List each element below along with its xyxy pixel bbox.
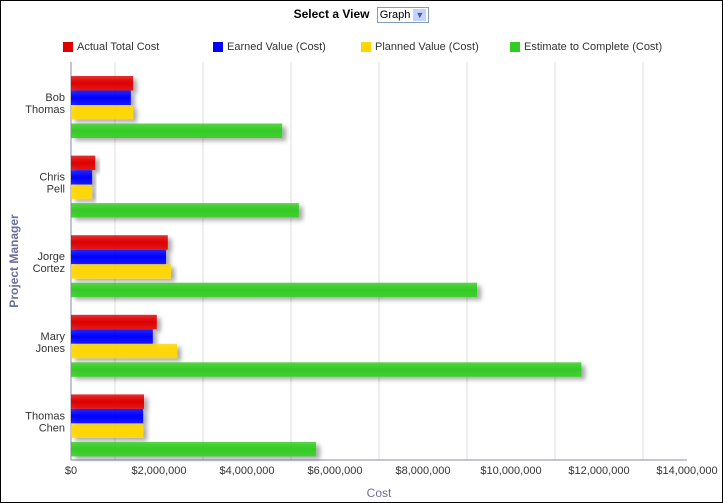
bar (71, 123, 283, 138)
category-label: Bob (45, 92, 65, 104)
legend-label: Planned Value (Cost) (375, 41, 479, 53)
bar (71, 343, 178, 359)
category-label: Jones (36, 343, 66, 355)
category-label: Pell (47, 184, 65, 196)
legend-swatch (63, 42, 73, 52)
bar (71, 90, 131, 105)
x-tick-label: $8,000,000 (395, 465, 450, 477)
bar (71, 155, 96, 171)
bar (71, 314, 157, 330)
legend-label: Estimate to Complete (Cost) (524, 41, 663, 53)
view-select[interactable]: Graph ▼ (376, 7, 430, 23)
bar (71, 408, 144, 424)
view-selector-row: Select a View Graph ▼ (0, 7, 723, 23)
bar (71, 329, 153, 344)
bar (71, 394, 145, 409)
legend-swatch (510, 42, 520, 52)
category-label: Thomas (25, 410, 65, 422)
category-label: Jorge (37, 251, 65, 263)
bar (71, 184, 93, 200)
category-label: Thomas (25, 104, 65, 116)
bar (71, 76, 134, 91)
legend-item: Estimate to Complete (Cost) (510, 41, 662, 53)
view-selector-label: Select a View (293, 7, 370, 22)
x-tick-label: $14,000,000 (656, 465, 717, 477)
category-label: Cortez (33, 263, 65, 275)
bar (71, 203, 299, 218)
legend-swatch (213, 42, 223, 52)
bar (71, 264, 171, 279)
x-tick-label: $0 (65, 465, 77, 477)
bar (71, 282, 478, 298)
x-tick-label: $10,000,000 (480, 465, 541, 477)
legend-item: Planned Value (Cost) (361, 41, 479, 53)
bar (71, 362, 582, 377)
legend-item: Earned Value (Cost) (213, 41, 326, 53)
chevron-down-icon[interactable]: ▼ (413, 9, 427, 21)
bar (71, 235, 168, 250)
legend-swatch (361, 42, 371, 52)
legend-item: Actual Total Cost (63, 41, 159, 53)
x-axis-title: Cost (367, 486, 392, 500)
category-label: Mary (41, 331, 66, 343)
category-label: Chris (39, 172, 65, 184)
x-tick-label: $2,000,000 (131, 465, 186, 477)
legend-label: Earned Value (Cost) (227, 41, 326, 53)
bar (71, 441, 317, 457)
x-tick-label: $12,000,000 (568, 465, 629, 477)
bar (71, 423, 144, 438)
category-label: Chen (39, 422, 65, 434)
bar (71, 249, 167, 265)
bar (71, 170, 93, 185)
bar (71, 105, 134, 120)
view-select-value: Graph (379, 9, 411, 21)
x-tick-label: $6,000,000 (307, 465, 362, 477)
legend-label: Actual Total Cost (77, 41, 160, 53)
x-tick-label: $4,000,000 (219, 465, 274, 477)
